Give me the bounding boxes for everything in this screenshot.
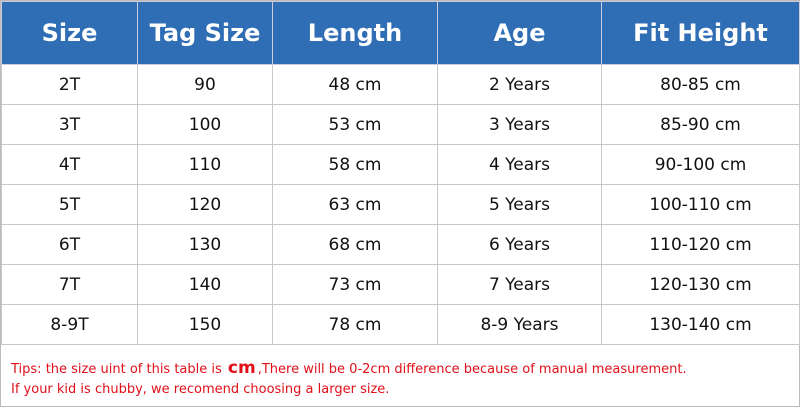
header-cell: Fit Height — [601, 1, 800, 65]
tips: Tips: the size uint of this table is cm,… — [1, 346, 799, 406]
table-cell: 80-85 cm — [601, 64, 800, 105]
table-cell: 8-9T — [1, 304, 138, 345]
table-row: 7T 140 73 cm 7 Years 120-130 cm — [1, 264, 800, 305]
table-cell: 110 — [137, 144, 273, 185]
table-cell: 100 — [137, 104, 273, 145]
table-cell: 8-9 Years — [437, 304, 602, 345]
table-cell: 7T — [1, 264, 138, 305]
table-cell: 78 cm — [272, 304, 438, 345]
tip-emphasis: cm — [227, 358, 256, 378]
header-cell: Age — [437, 1, 602, 65]
table-cell: 120-130 cm — [601, 264, 800, 305]
table-body: 2T 90 48 cm 2 Years 80-85 cm 3T 100 53 cm 3 Year… — [1, 64, 800, 345]
table-cell: 130 — [137, 224, 273, 265]
table-row: 5T 120 63 cm 5 Years 100-110 cm — [1, 184, 800, 225]
header-cell: Tag Size — [137, 1, 273, 65]
table-cell: 4T — [1, 144, 138, 185]
table-cell: 4 Years — [437, 144, 602, 185]
table-cell: 5 Years — [437, 184, 602, 225]
table-row: 4T 110 58 cm 4 Years 90-100 cm — [1, 144, 800, 185]
table-cell: 53 cm — [272, 104, 438, 145]
tip-line: If your kid is chubby, we recomend choos… — [11, 382, 390, 397]
table-cell: 3 Years — [437, 104, 602, 145]
tip-text: Tips: the size uint of this table is — [11, 362, 226, 377]
table-cell: 5T — [1, 184, 138, 225]
table-row: 8-9T 150 78 cm 8-9 Years 130-140 cm — [1, 304, 800, 345]
header-cell: Length — [272, 1, 438, 65]
header-row: Size Tag Size Length Age Fit Height — [1, 1, 800, 65]
table-cell: 73 cm — [272, 264, 438, 305]
table-cell: 90-100 cm — [601, 144, 800, 185]
table-cell: 48 cm — [272, 64, 438, 105]
table-row: 3T 100 53 cm 3 Years 85-90 cm — [1, 104, 800, 145]
table-row: 6T 130 68 cm 6 Years 110-120 cm — [1, 224, 800, 265]
table-cell: 85-90 cm — [601, 104, 800, 145]
table-cell: 140 — [137, 264, 273, 305]
table-cell: 6T — [1, 224, 138, 265]
table-cell: 3T — [1, 104, 138, 145]
size-table: Size Tag Size Length Age Fit Height 2T 90 48 c… — [1, 1, 800, 345]
table-cell: 63 cm — [272, 184, 438, 225]
table-cell: 58 cm — [272, 144, 438, 185]
table-cell: 6 Years — [437, 224, 602, 265]
table-cell: 90 — [137, 64, 273, 105]
header-cell: Size — [1, 1, 138, 65]
table-cell: 120 — [137, 184, 273, 225]
table-cell: 130-140 cm — [601, 304, 800, 345]
table-row: 2T 90 48 cm 2 Years 80-85 cm — [1, 64, 800, 105]
table-cell: 7 Years — [437, 264, 602, 305]
table-cell: 68 cm — [272, 224, 438, 265]
tip-text: ,There will be 0-2cm difference because … — [257, 362, 687, 377]
tip-line: Tips: the size uint of this table is cm,… — [11, 358, 687, 378]
table-cell: 2 Years — [437, 64, 602, 105]
table-cell: 150 — [137, 304, 273, 345]
table-cell: 100-110 cm — [601, 184, 800, 225]
table-cell: 2T — [1, 64, 138, 105]
table-cell: 110-120 cm — [601, 224, 800, 265]
